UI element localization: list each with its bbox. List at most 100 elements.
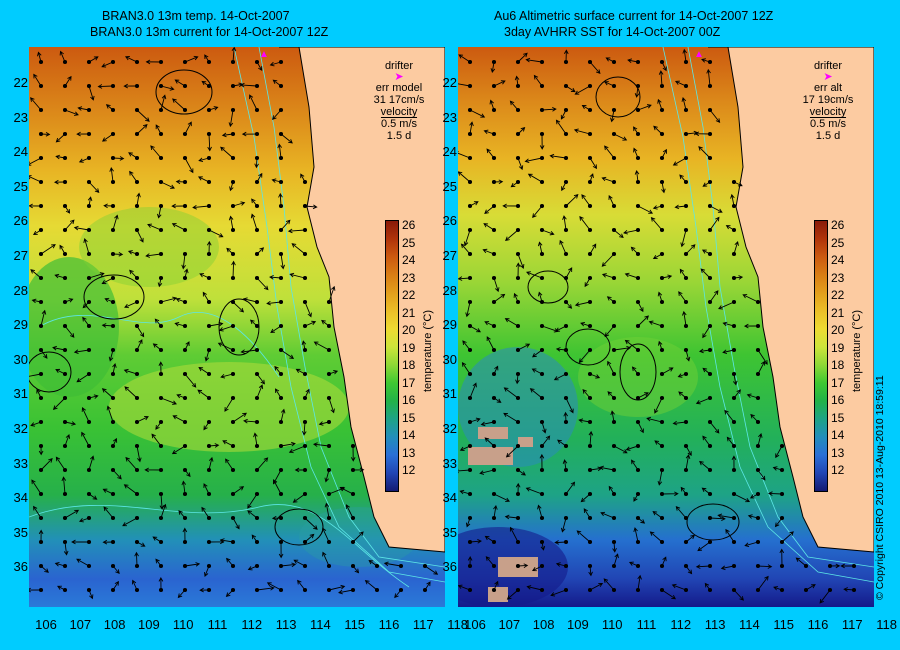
current-vector-origin xyxy=(182,179,188,185)
current-vector-arrow xyxy=(709,421,720,434)
current-vector-arrow xyxy=(364,579,378,591)
current-vector-origin xyxy=(38,107,44,113)
current-vector-origin xyxy=(278,251,284,257)
current-vector-origin xyxy=(278,443,284,449)
current-vector-origin xyxy=(587,299,593,305)
current-vector-origin xyxy=(467,179,473,185)
current-vector-origin xyxy=(515,539,521,545)
current-vector-arrow xyxy=(217,342,234,351)
right-title-line2: 3day AVHRR SST for 14-Oct-2007 00Z xyxy=(504,25,721,39)
current-vector-arrow xyxy=(637,574,642,591)
current-vector-arrow xyxy=(840,563,855,569)
current-vector-origin xyxy=(491,491,497,497)
current-vector-arrow xyxy=(352,531,364,543)
current-vector-arrow xyxy=(232,301,245,313)
current-vector-origin xyxy=(707,155,713,161)
current-vector-origin xyxy=(374,563,380,569)
current-vector-arrow xyxy=(150,145,162,159)
current-vector-origin xyxy=(302,443,308,449)
current-vector-origin xyxy=(755,587,761,593)
current-vector-origin xyxy=(350,563,356,569)
current-vector-arrow xyxy=(123,484,138,495)
current-vector-origin xyxy=(539,515,545,521)
current-vector-origin xyxy=(38,299,44,305)
current-vector-origin xyxy=(110,203,116,209)
current-vector-arrow xyxy=(458,54,471,63)
latitude-label: 33 xyxy=(13,455,28,471)
current-vector-origin xyxy=(515,299,521,305)
current-vector-origin xyxy=(38,371,44,377)
current-vector-arrow xyxy=(160,181,175,189)
current-vector-arrow xyxy=(589,582,604,591)
current-vector-origin xyxy=(62,419,68,425)
latitude-label: 27 xyxy=(442,248,457,263)
current-vector-origin xyxy=(707,491,713,497)
current-vector-arrow xyxy=(623,229,639,235)
current-vector-origin xyxy=(302,323,308,329)
current-vector-origin xyxy=(467,587,473,593)
current-vector-origin xyxy=(611,491,617,497)
current-vector-arrow xyxy=(601,253,615,267)
current-vector-origin xyxy=(563,155,569,161)
current-vector-origin xyxy=(491,587,497,593)
current-vector-arrow xyxy=(256,457,269,471)
current-vector-origin xyxy=(563,203,569,209)
current-vector-origin xyxy=(659,83,665,89)
current-vector-origin xyxy=(635,587,641,593)
current-vector-arrow xyxy=(88,455,95,471)
current-vector-arrow xyxy=(600,511,615,519)
current-vector-origin xyxy=(467,467,473,473)
current-vector-origin xyxy=(635,275,641,281)
velocity-scale: 0.5 m/s xyxy=(809,118,847,130)
current-vector-origin xyxy=(587,59,593,65)
current-vector-origin xyxy=(110,275,116,281)
left-map-panel[interactable]: ▲ drifter ➤ err model 31 17cm/s velocity… xyxy=(29,47,445,607)
current-vector-origin xyxy=(659,107,665,113)
current-vector-arrow xyxy=(525,487,543,495)
current-vector-origin xyxy=(110,131,116,137)
current-vector-arrow xyxy=(232,412,247,423)
current-vector-origin xyxy=(491,347,497,353)
current-vector-origin xyxy=(539,131,545,137)
current-vector-arrow xyxy=(541,435,551,447)
current-vector-arrow xyxy=(613,133,628,141)
current-vector-origin xyxy=(563,227,569,233)
current-vector-origin xyxy=(86,179,92,185)
current-vector-origin xyxy=(635,203,641,209)
right-map-panel[interactable]: ▲ drifter ➤ err alt 17 19cm/s velocity 0… xyxy=(458,47,874,607)
current-vector-arrow xyxy=(709,205,723,213)
current-vector-origin xyxy=(467,227,473,233)
current-vector-origin xyxy=(206,515,212,521)
current-vector-arrow xyxy=(76,373,90,383)
current-vector-arrow xyxy=(550,589,567,597)
current-vector-origin xyxy=(278,131,284,137)
current-vector-origin xyxy=(779,587,785,593)
current-vector-arrow xyxy=(560,517,567,533)
current-vector-arrow xyxy=(579,215,591,231)
current-vector-arrow xyxy=(30,97,42,111)
current-vector-origin xyxy=(563,515,569,521)
right-title-line1: Au6 Altimetric surface current for 14-Oc… xyxy=(494,9,774,23)
current-vector-arrow xyxy=(55,456,66,471)
current-vector-origin xyxy=(707,179,713,185)
longitude-label: 109 xyxy=(138,617,160,632)
latitude-label: 24 xyxy=(442,144,457,160)
current-vector-origin xyxy=(86,587,92,593)
current-vector-arrow xyxy=(304,301,312,318)
current-vector-origin xyxy=(134,491,140,497)
current-vector-origin xyxy=(635,155,641,161)
current-vector-origin xyxy=(278,491,284,497)
current-vector-origin xyxy=(62,107,68,113)
current-vector-arrow xyxy=(775,445,783,459)
longitude-label: 116 xyxy=(807,617,829,632)
current-vector-origin xyxy=(278,227,284,233)
current-vector-arrow xyxy=(624,272,639,279)
current-vector-arrow xyxy=(757,433,763,447)
current-vector-origin xyxy=(182,467,188,473)
current-vector-arrow xyxy=(698,146,711,159)
current-vector-origin xyxy=(683,371,689,377)
current-vector-origin xyxy=(86,299,92,305)
colorbar-tick-label: 18 xyxy=(831,358,845,372)
current-vector-arrow xyxy=(64,219,75,231)
latitude-label: 30 xyxy=(442,351,457,367)
